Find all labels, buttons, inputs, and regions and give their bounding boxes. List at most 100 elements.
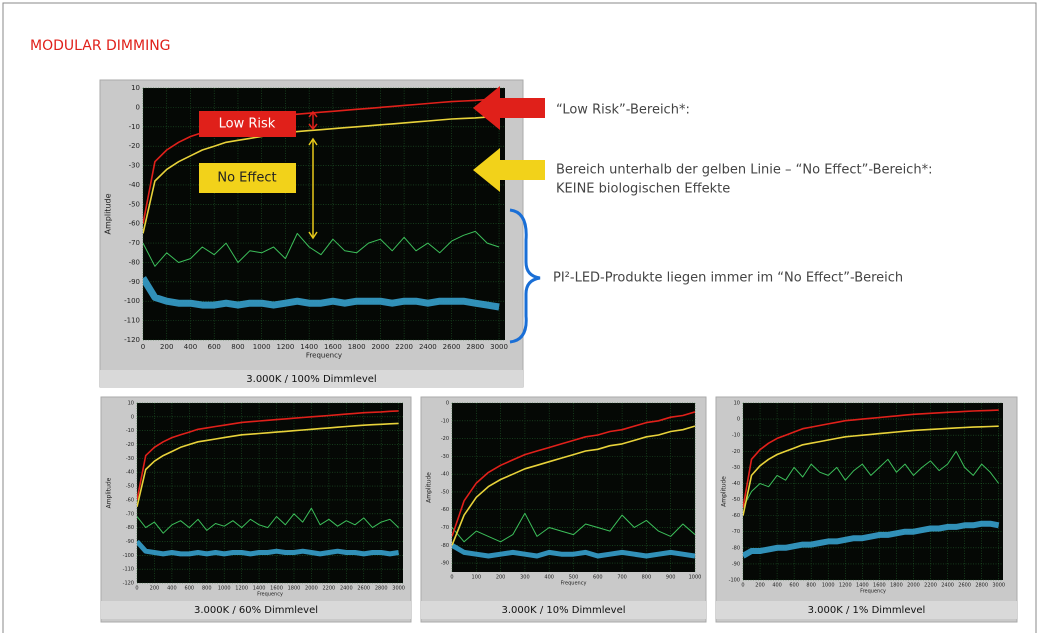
y-tick-label: -10 <box>732 433 740 439</box>
x-tick-label: 400 <box>184 343 197 351</box>
x-tick-label: 2200 <box>924 583 937 589</box>
x-tick-label: 800 <box>642 575 652 581</box>
y-tick-label: -110 <box>123 567 134 573</box>
y-axis-label: Amplitude <box>426 472 433 503</box>
y-tick-label: 0 <box>136 103 140 111</box>
x-tick-label: 1000 <box>822 583 835 589</box>
y-tick-label: -30 <box>732 465 740 471</box>
y-axis-label: Amplitude <box>104 193 113 234</box>
x-axis-label: Frequency <box>561 581 587 587</box>
x-tick-label: 1200 <box>839 583 852 589</box>
x-tick-label: 2600 <box>958 583 971 589</box>
y-tick-label: -30 <box>441 454 449 460</box>
chart-caption: 3.000K / 100% Dimmlevel <box>246 374 376 385</box>
y-axis-label: Amplitude <box>106 477 113 508</box>
x-tick-label: 200 <box>496 575 506 581</box>
chart: 3.000K / 1% Dimmlevel 10 0 -10 -20 -30 -40 -50 -… <box>716 397 1017 622</box>
x-tick-label: 200 <box>160 343 173 351</box>
x-tick-label: 600 <box>208 343 221 351</box>
y-tick-label: 10 <box>131 84 140 92</box>
x-axis-label: Frequency <box>860 589 886 595</box>
x-tick-label: 200 <box>755 583 765 589</box>
callout-text: PI²-LED-Produkte liegen immer im “No Eff… <box>553 271 903 286</box>
y-tick-label: -40 <box>129 181 140 189</box>
x-axis-label: Frequency <box>257 592 283 598</box>
x-tick-label: 2200 <box>395 343 413 351</box>
x-tick-label: 400 <box>772 583 782 589</box>
x-tick-label: 800 <box>806 583 816 589</box>
y-tick-label: -40 <box>732 481 740 487</box>
y-tick-label: -60 <box>732 513 740 519</box>
x-tick-label: 2400 <box>941 583 954 589</box>
plot-area <box>743 403 1003 580</box>
y-tick-label: -30 <box>126 456 134 462</box>
y-tick-label: 10 <box>128 401 134 407</box>
x-tick-label: 1800 <box>890 583 903 589</box>
x-tick-label: 2000 <box>907 583 920 589</box>
y-tick-label: -110 <box>124 317 140 325</box>
x-tick-label: 2800 <box>975 583 988 589</box>
y-tick-label: -80 <box>126 525 134 531</box>
chart-caption: 3.000K / 10% Dimmlevel <box>501 605 625 616</box>
x-tick-label: 800 <box>202 586 212 592</box>
x-tick-label: 3000 <box>392 586 405 592</box>
x-tick-label: 600 <box>593 575 603 581</box>
x-tick-label: 0 <box>741 583 744 589</box>
x-tick-label: 2800 <box>375 586 388 592</box>
page: {"header": {"title": "MODULAR DIMMING"},… <box>0 0 1040 637</box>
x-tick-label: 400 <box>167 586 177 592</box>
callout-text: “Low Risk”-Bereich*: <box>556 103 690 118</box>
x-tick-label: 3000 <box>992 583 1005 589</box>
y-tick-label: 0 <box>446 401 449 407</box>
y-tick-label: 0 <box>131 414 134 420</box>
y-tick-label: 10 <box>734 401 740 407</box>
x-tick-label: 1800 <box>348 343 366 351</box>
x-tick-label: 600 <box>185 586 195 592</box>
x-tick-label: 2400 <box>340 586 353 592</box>
y-tick-label: -90 <box>732 561 740 567</box>
y-tick-label: -120 <box>124 336 140 344</box>
slide: MODULAR DIMMING 3.000K / 100% Dimmlevel 1… <box>0 0 1040 633</box>
y-tick-label: 0 <box>737 417 740 423</box>
x-tick-label: 200 <box>150 586 160 592</box>
x-tick-label: 2400 <box>419 343 437 351</box>
y-tick-label: -10 <box>129 123 140 131</box>
y-tick-label: -100 <box>123 553 134 559</box>
x-tick-label: 2200 <box>323 586 336 592</box>
y-tick-label: -20 <box>129 142 140 150</box>
y-tick-label: -70 <box>126 511 134 517</box>
chart: 3.000K / 60% Dimmlevel100-10-20-30-40-50… <box>101 397 411 622</box>
y-tick-label: -20 <box>126 442 134 448</box>
x-tick-label: 900 <box>666 575 676 581</box>
callout-text: Bereich unterhalb der gelben Linie – “No… <box>556 163 932 178</box>
x-tick-label: 1200 <box>235 586 248 592</box>
x-tick-label: 1000 <box>218 586 231 592</box>
x-tick-label: 2000 <box>371 343 389 351</box>
chart-caption: 3.000K / 1% Dimmlevel <box>808 605 926 616</box>
y-tick-label: -70 <box>732 529 740 535</box>
y-tick-label: -20 <box>441 436 449 442</box>
x-tick-label: 700 <box>617 575 627 581</box>
y-tick-label: -50 <box>129 200 140 208</box>
annotation: No Effect <box>217 171 276 186</box>
x-tick-label: 2000 <box>305 586 318 592</box>
x-tick-label: 800 <box>231 343 244 351</box>
y-tick-label: -50 <box>732 497 740 503</box>
slide-title: MODULAR DIMMING <box>30 38 171 54</box>
y-tick-label: -70 <box>129 239 140 247</box>
x-tick-label: 1000 <box>253 343 271 351</box>
x-tick-label: 1800 <box>288 586 301 592</box>
y-tick-label: -20 <box>732 449 740 455</box>
y-tick-label: -80 <box>441 543 449 549</box>
annotation: Low Risk <box>219 117 276 132</box>
x-tick-label: 100 <box>472 575 482 581</box>
x-tick-label: 1000 <box>689 575 702 581</box>
y-tick-label: -40 <box>126 470 134 476</box>
y-tick-label: -100 <box>729 578 740 584</box>
y-tick-label: -10 <box>441 418 449 424</box>
y-tick-label: -90 <box>129 278 140 286</box>
x-tick-label: 2600 <box>443 343 461 351</box>
callout-text: KEINE biologischen Effekte <box>556 182 730 197</box>
x-tick-label: 1200 <box>277 343 295 351</box>
y-tick-label: -60 <box>129 220 140 228</box>
